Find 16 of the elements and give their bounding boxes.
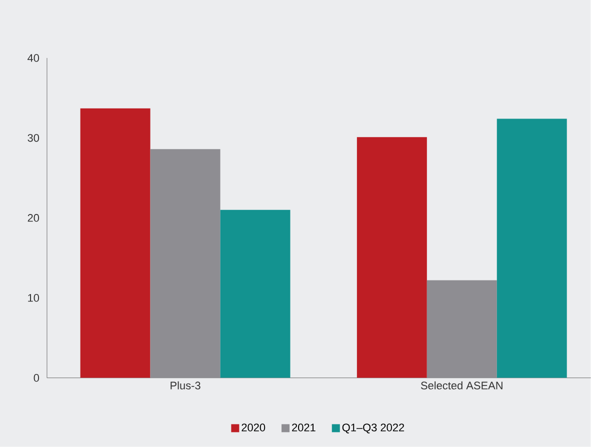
bar [356, 137, 427, 378]
bar [220, 210, 290, 378]
legend-label: 2020 [242, 424, 266, 432]
legend-label: Q1–Q3 2022 [342, 424, 404, 434]
y-tick-label: 20 [28, 214, 40, 222]
x-tick-label: Selected ASEAN [420, 381, 502, 390]
y-tick-label: 0 [34, 374, 40, 382]
bar [496, 118, 567, 378]
bar [150, 149, 220, 378]
y-tick-label: 30 [28, 134, 40, 142]
y-tick-label: 10 [28, 294, 40, 302]
x-tick-label: Plus-3 [170, 381, 200, 390]
bar [80, 108, 150, 378]
y-tick-label: 40 [28, 54, 40, 62]
legend-label: 2021 [292, 424, 316, 432]
bar [426, 280, 497, 378]
